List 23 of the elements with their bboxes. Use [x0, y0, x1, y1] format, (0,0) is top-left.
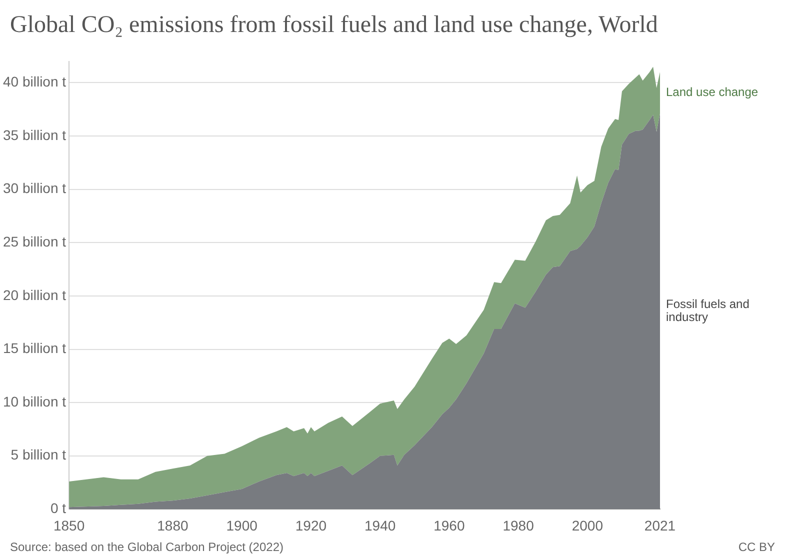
x-tick-label: 1920	[295, 517, 327, 534]
y-tick-label: 20 billion t	[2, 286, 66, 303]
y-tick-label: 25 billion t	[2, 234, 66, 250]
y-tick-label: 0 t	[50, 500, 66, 516]
source-note: Source: based on the Global Carbon Project (2022)	[10, 540, 284, 554]
x-tick-label: 1980	[502, 517, 534, 534]
x-tick-label: 1900	[226, 517, 258, 534]
x-tick-label: 2000	[572, 517, 604, 534]
y-tick-label: 5 billion t	[10, 446, 66, 463]
chart-title: Global CO₂ emissions from fossil fuels and land use change, World	[10, 12, 658, 39]
x-tick-label: 1940	[364, 517, 396, 534]
y-tick-label: 10 billion t	[2, 393, 66, 410]
x-tick-label: 1850	[53, 517, 85, 534]
y-tick-label: 35 billion t	[2, 126, 66, 143]
y-tick-label: 40 billion t	[2, 74, 66, 90]
x-tick-label: 1880	[157, 517, 188, 534]
text: CC BY	[738, 540, 775, 554]
x-tick-label: 2021	[644, 517, 676, 534]
y-tick-label: 15 billion t	[2, 340, 66, 356]
series-label: Fossil fuels and industry	[666, 297, 750, 324]
x-tick-label: 1960	[434, 517, 465, 534]
series-label: Land use change	[666, 85, 758, 100]
y-tick-label: 30 billion t	[2, 180, 66, 196]
